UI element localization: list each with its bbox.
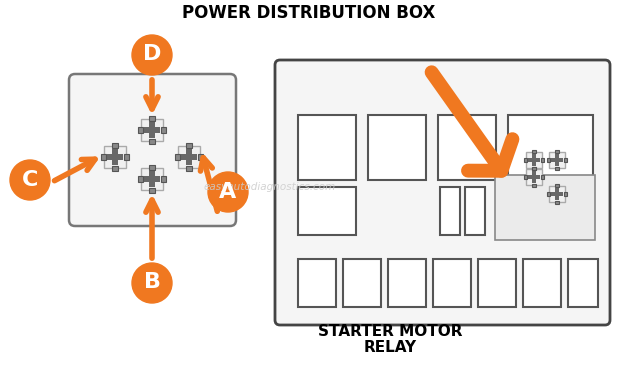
Text: STARTER MOTOR: STARTER MOTOR [318,324,462,339]
Bar [555,154,559,166]
Bar [568,259,598,307]
Bar [465,187,485,235]
Bar [124,154,129,160]
Bar [150,116,154,121]
Bar [298,259,336,307]
Bar [551,158,562,162]
Bar [388,259,426,307]
Bar [532,154,536,166]
Bar [532,150,536,153]
Circle shape [132,35,172,75]
Bar [142,168,163,189]
Bar [541,175,544,179]
Bar [555,150,559,153]
Bar [555,188,559,200]
Bar [528,175,540,179]
Bar [523,158,527,162]
Bar [547,192,551,196]
FancyBboxPatch shape [275,60,610,325]
Bar [104,147,125,168]
Circle shape [208,172,248,212]
Bar [478,259,516,307]
Bar [144,127,159,133]
Bar [541,158,544,162]
Bar [181,154,197,160]
Bar [523,259,561,307]
Bar [179,147,200,168]
Bar [150,165,154,170]
Bar [549,186,565,202]
Text: C: C [22,170,38,189]
Bar [527,152,542,168]
Text: RELAY: RELAY [363,339,417,354]
Bar [161,176,166,182]
Bar [564,192,567,196]
Text: B: B [143,273,161,292]
Bar [187,166,192,171]
Bar [555,201,559,204]
Bar [532,166,536,171]
Bar [186,149,192,165]
Bar [161,128,166,133]
Circle shape [10,160,50,200]
Bar [112,143,117,148]
Text: POWER DISTRIBUTION BOX: POWER DISTRIBUTION BOX [182,4,436,22]
Bar [142,120,163,141]
Text: D: D [143,45,161,64]
Bar [549,152,565,168]
Bar [523,175,527,179]
Bar [532,183,536,188]
Text: easyautodiagnostics.com: easyautodiagnostics.com [204,182,336,192]
Bar [532,171,536,183]
Bar [564,158,567,162]
Bar [368,115,426,180]
Bar [108,154,123,160]
FancyBboxPatch shape [69,74,236,226]
Bar [101,154,106,160]
Bar [298,115,356,180]
Bar [298,187,356,235]
Bar [112,166,117,171]
Bar [175,154,180,160]
Bar [138,128,143,133]
Circle shape [132,263,172,303]
Bar [555,166,559,170]
Bar [198,154,203,160]
Bar [433,259,471,307]
Bar [528,158,540,162]
Bar [149,122,154,138]
Bar [343,259,381,307]
Bar [527,170,542,184]
Bar [495,175,595,240]
Bar [508,115,593,180]
Bar [150,188,154,193]
Bar [144,176,159,182]
Bar [440,187,460,235]
Bar [551,192,562,196]
Text: A: A [219,182,237,201]
Bar [187,143,192,148]
Bar [532,166,536,170]
Bar [149,171,154,187]
Bar [138,176,143,182]
Bar [555,184,559,188]
Bar [150,139,154,144]
Bar [547,158,551,162]
Bar [438,115,496,180]
Bar [112,149,118,165]
